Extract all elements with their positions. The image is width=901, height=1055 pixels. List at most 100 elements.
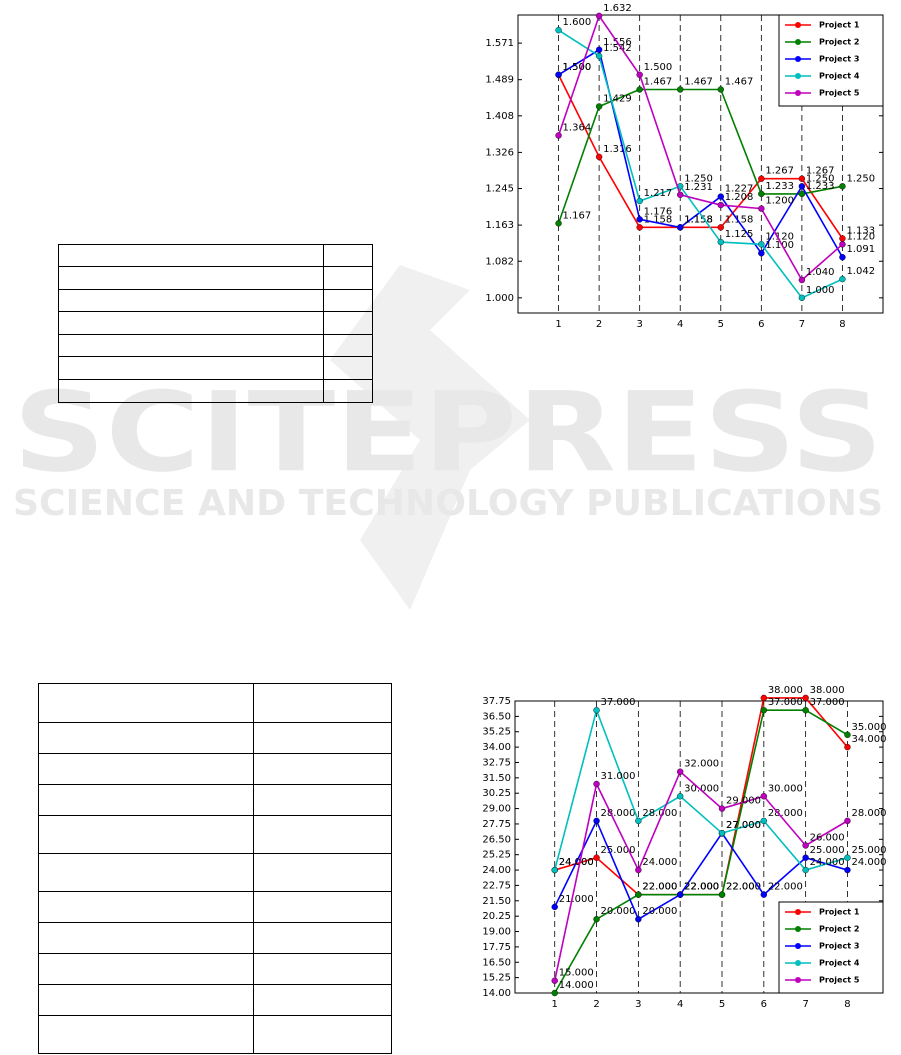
data-point [593, 817, 600, 825]
data-point [839, 275, 846, 283]
data-label: 1.176 [644, 206, 673, 217]
x-tick-label: 8 [839, 319, 845, 330]
y-tick-label: 26.50 [482, 834, 511, 845]
y-tick-label: 32.75 [482, 757, 511, 768]
data-point [635, 866, 642, 874]
y-tick-label: 27.75 [482, 819, 511, 830]
data-point [677, 191, 684, 198]
data-label: 1.100 [765, 240, 794, 251]
data-point [802, 694, 809, 702]
data-label: 1.542 [603, 43, 632, 54]
data-label: 22.000 [642, 882, 677, 893]
data-label: 14.000 [559, 980, 594, 991]
data-label: 22.000 [684, 882, 719, 893]
data-point [760, 891, 768, 898]
data-point [798, 183, 806, 190]
y-tick-label: 17.75 [482, 942, 511, 953]
data-point [798, 276, 806, 284]
data-point [758, 175, 765, 182]
data-label: 28.000 [642, 808, 677, 819]
y-tick-label: 1.408 [485, 111, 514, 122]
data-label: 22.000 [726, 882, 761, 893]
legend-marker [795, 39, 801, 45]
data-label: 1.316 [603, 144, 632, 155]
data-point [551, 989, 558, 997]
y-tick-label: 24.00 [482, 865, 511, 876]
data-point [555, 26, 562, 34]
data-label: 1.500 [563, 62, 592, 73]
data-label: 37.000 [601, 697, 636, 708]
legend-marker [795, 909, 801, 915]
data-label: 30.000 [684, 783, 719, 794]
x-tick-label: 2 [596, 319, 602, 330]
legend-marker [795, 977, 801, 983]
data-label: 1.133 [846, 226, 875, 237]
data-point [551, 866, 558, 874]
x-tick-label: 7 [802, 999, 808, 1010]
data-label: 25.000 [601, 845, 636, 856]
data-point [676, 768, 684, 775]
data-point [798, 175, 806, 182]
legend-label: Project 3 [819, 55, 859, 64]
data-point [717, 193, 724, 200]
data-point [555, 132, 562, 139]
data-point [718, 829, 726, 837]
data-label: 1.227 [725, 184, 754, 195]
data-point [802, 866, 809, 874]
data-point [717, 238, 724, 246]
series-line [553, 707, 848, 871]
x-tick-label: 8 [844, 999, 850, 1010]
data-point [551, 903, 558, 911]
data-point [844, 743, 851, 751]
legend-marker [795, 926, 801, 932]
y-tick-label: 25.25 [482, 850, 511, 861]
data-point [844, 731, 851, 739]
legend-label: Project 1 [819, 908, 860, 917]
y-tick-label: 21.50 [482, 896, 511, 907]
y-tick-label: 36.50 [482, 711, 511, 722]
data-label: 28.000 [768, 808, 803, 819]
data-label: 1.040 [806, 267, 835, 278]
data-label: 1.600 [563, 17, 592, 28]
y-tick-label: 1.163 [485, 220, 514, 231]
legend-label: Project 3 [819, 942, 859, 951]
y-tick-label: 30.25 [482, 788, 511, 799]
data-label: 21.000 [559, 894, 594, 905]
legend-label: Project 2 [819, 925, 859, 934]
x-tick-label: 7 [799, 319, 805, 330]
data-label: 38.000 [810, 685, 845, 696]
data-label: 1.250 [684, 173, 713, 184]
y-tick-label: 1.245 [485, 184, 514, 195]
chart: 14.00 15.25 16.50 17.75 19.00 20.25 21.50 22.75… [482, 685, 886, 1010]
data-point [555, 220, 562, 227]
y-tick-label: 14.00 [482, 988, 511, 999]
data-point [555, 71, 562, 78]
data-label: 32.000 [684, 759, 719, 770]
x-tick-label: 5 [719, 999, 725, 1010]
data-label: 30.000 [768, 783, 803, 794]
legend-label: Project 4 [819, 959, 860, 968]
data-point [802, 707, 809, 714]
data-point [758, 241, 765, 248]
data-point [676, 891, 684, 898]
x-tick-label: 1 [555, 319, 561, 330]
data-label: 37.000 [810, 697, 845, 708]
data-point [798, 190, 806, 198]
data-label: 1.467 [725, 77, 754, 88]
data-label: 28.000 [601, 808, 636, 819]
data-point [839, 241, 846, 248]
data-point [802, 854, 809, 861]
data-label: 25.000 [810, 845, 845, 856]
data-label: 1.632 [603, 3, 632, 14]
data-point [717, 224, 724, 231]
x-tick-label: 3 [636, 319, 642, 330]
data-point [839, 183, 846, 190]
x-tick-label: 6 [761, 999, 767, 1010]
y-tick-label: 1.326 [485, 147, 514, 158]
y-tick-label: 1.000 [485, 293, 514, 304]
data-label: 1.250 [806, 173, 835, 184]
y-tick-label: 34.00 [482, 742, 511, 753]
chart: 1.000 1.082 1.163 1.245 1.326 1.408 1.489 1.571… [485, 3, 884, 330]
data-point [551, 977, 558, 984]
watermark-shape [330, 265, 530, 610]
